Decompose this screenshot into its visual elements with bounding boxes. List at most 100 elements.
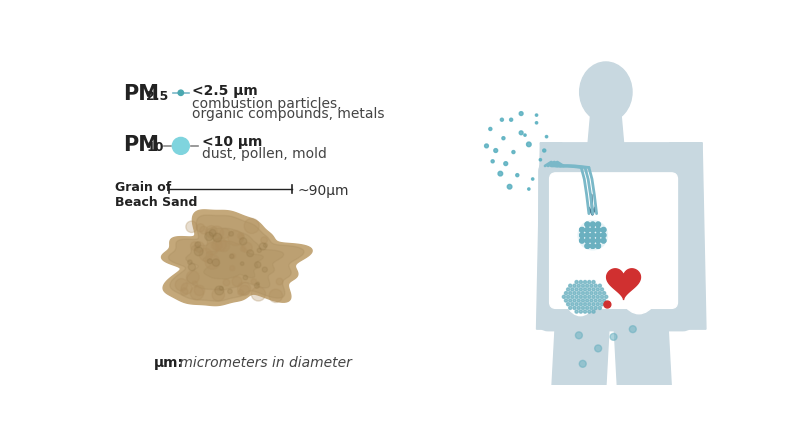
- Circle shape: [567, 288, 570, 291]
- Ellipse shape: [560, 242, 600, 316]
- Circle shape: [581, 291, 584, 295]
- Circle shape: [573, 291, 576, 295]
- Circle shape: [586, 284, 589, 287]
- Circle shape: [600, 303, 603, 306]
- Circle shape: [599, 291, 602, 295]
- Circle shape: [599, 307, 602, 310]
- Circle shape: [256, 282, 259, 285]
- Circle shape: [526, 142, 531, 147]
- Circle shape: [596, 222, 600, 227]
- Polygon shape: [669, 143, 706, 329]
- Circle shape: [568, 299, 572, 302]
- Circle shape: [229, 254, 234, 259]
- Circle shape: [230, 266, 235, 271]
- Circle shape: [579, 227, 584, 232]
- Circle shape: [592, 288, 595, 291]
- Circle shape: [579, 233, 584, 238]
- Circle shape: [600, 288, 603, 291]
- Circle shape: [564, 299, 568, 302]
- Circle shape: [596, 238, 600, 243]
- Circle shape: [630, 326, 636, 333]
- Circle shape: [491, 160, 494, 163]
- Circle shape: [583, 310, 587, 313]
- Circle shape: [590, 284, 593, 287]
- Text: μm:: μm:: [154, 356, 184, 370]
- Circle shape: [575, 288, 578, 291]
- Circle shape: [536, 114, 537, 116]
- Circle shape: [591, 227, 595, 232]
- Circle shape: [213, 238, 227, 251]
- Circle shape: [247, 250, 254, 257]
- Circle shape: [583, 295, 587, 298]
- Circle shape: [194, 247, 203, 256]
- Circle shape: [239, 234, 244, 240]
- Circle shape: [601, 227, 606, 232]
- Circle shape: [585, 233, 590, 238]
- Circle shape: [587, 310, 591, 313]
- Circle shape: [581, 307, 584, 310]
- Circle shape: [596, 222, 600, 227]
- Circle shape: [504, 162, 508, 165]
- Circle shape: [498, 171, 502, 176]
- Circle shape: [501, 118, 503, 121]
- Circle shape: [579, 360, 586, 367]
- Circle shape: [586, 299, 589, 302]
- Circle shape: [223, 279, 230, 286]
- Circle shape: [577, 299, 580, 302]
- Circle shape: [599, 299, 602, 302]
- Circle shape: [200, 226, 208, 234]
- Ellipse shape: [579, 62, 632, 122]
- Circle shape: [591, 227, 595, 232]
- Circle shape: [587, 303, 591, 306]
- Circle shape: [587, 295, 591, 298]
- Circle shape: [575, 281, 578, 284]
- Circle shape: [585, 244, 590, 248]
- Circle shape: [586, 291, 589, 295]
- Circle shape: [494, 149, 498, 152]
- Circle shape: [594, 307, 597, 310]
- Circle shape: [255, 283, 259, 288]
- Circle shape: [601, 233, 606, 238]
- Circle shape: [600, 295, 603, 298]
- Polygon shape: [588, 116, 623, 143]
- Circle shape: [197, 224, 205, 232]
- Circle shape: [591, 238, 595, 243]
- Circle shape: [601, 233, 606, 238]
- Circle shape: [591, 233, 595, 238]
- Circle shape: [596, 227, 600, 232]
- Circle shape: [596, 244, 600, 248]
- Circle shape: [261, 237, 267, 243]
- Circle shape: [519, 112, 523, 116]
- Circle shape: [181, 283, 192, 294]
- Circle shape: [564, 291, 568, 295]
- Circle shape: [581, 284, 584, 287]
- Circle shape: [218, 240, 229, 252]
- Text: PM: PM: [123, 84, 159, 104]
- Circle shape: [536, 122, 537, 124]
- Circle shape: [585, 227, 590, 232]
- FancyBboxPatch shape: [549, 173, 677, 308]
- Circle shape: [585, 222, 590, 227]
- Circle shape: [579, 233, 584, 238]
- Circle shape: [213, 233, 222, 242]
- Circle shape: [255, 262, 261, 268]
- Text: 2.5: 2.5: [146, 90, 169, 103]
- Polygon shape: [203, 241, 263, 279]
- Ellipse shape: [616, 237, 662, 314]
- Circle shape: [252, 287, 266, 301]
- Circle shape: [583, 303, 587, 306]
- Circle shape: [581, 299, 584, 302]
- Circle shape: [240, 262, 244, 265]
- Circle shape: [512, 151, 515, 154]
- Circle shape: [576, 332, 583, 339]
- Circle shape: [240, 238, 247, 245]
- Circle shape: [591, 244, 595, 248]
- Circle shape: [190, 242, 199, 250]
- Circle shape: [601, 227, 606, 232]
- Circle shape: [596, 238, 600, 243]
- Circle shape: [590, 299, 593, 302]
- Circle shape: [591, 222, 595, 227]
- Circle shape: [192, 281, 197, 287]
- Circle shape: [567, 295, 570, 298]
- Circle shape: [605, 295, 608, 298]
